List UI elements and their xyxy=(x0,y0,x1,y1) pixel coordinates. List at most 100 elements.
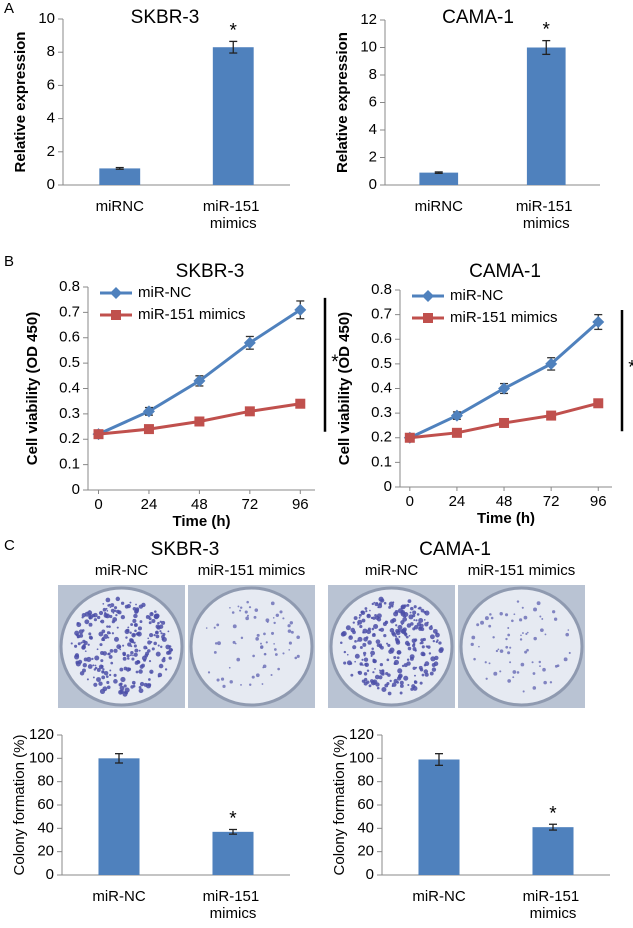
colony xyxy=(361,618,366,623)
colony xyxy=(406,658,410,661)
colony xyxy=(526,631,529,634)
colony xyxy=(108,654,113,659)
colony xyxy=(134,648,139,653)
colony xyxy=(565,632,569,637)
colony xyxy=(363,657,369,662)
colony xyxy=(439,647,444,652)
y-tick-label: 4 xyxy=(369,121,377,138)
colony xyxy=(86,678,89,681)
colony xyxy=(428,652,432,655)
colony xyxy=(84,611,90,617)
colony xyxy=(346,660,352,666)
colony xyxy=(533,607,538,612)
colony xyxy=(516,671,520,674)
colony xyxy=(476,623,480,627)
colony xyxy=(401,623,403,626)
colony xyxy=(105,675,109,678)
y-tick-label: 20 xyxy=(357,843,374,860)
colony xyxy=(408,634,411,637)
colony xyxy=(161,620,166,625)
colony xyxy=(363,672,368,676)
colony xyxy=(129,631,132,634)
colony xyxy=(377,606,380,609)
colony xyxy=(239,609,242,612)
colony xyxy=(94,666,98,670)
y-tick-label: 4 xyxy=(47,110,55,127)
colony xyxy=(251,675,255,679)
colony xyxy=(123,653,126,656)
colony xyxy=(362,651,367,656)
colony xyxy=(116,626,119,629)
marker xyxy=(545,357,558,370)
y-axis-label: Colony formation (%) xyxy=(331,735,348,876)
colony xyxy=(273,621,276,625)
colony xyxy=(429,634,435,640)
colony xyxy=(92,664,95,667)
bar xyxy=(526,47,566,185)
colony xyxy=(357,622,360,625)
colony xyxy=(563,657,568,662)
significance-mark: * xyxy=(230,20,238,41)
colony xyxy=(429,671,434,676)
colony xyxy=(93,618,98,622)
colony xyxy=(261,683,264,685)
colony xyxy=(383,634,387,638)
colony xyxy=(108,673,112,677)
colony xyxy=(364,662,368,667)
colony xyxy=(414,638,418,642)
colony xyxy=(119,667,124,672)
colony xyxy=(87,643,90,646)
colony xyxy=(135,607,140,611)
colony xyxy=(403,604,406,607)
y-tick-label: 40 xyxy=(37,819,54,836)
colony xyxy=(137,626,142,631)
y-tick-label: 80 xyxy=(357,773,374,790)
x-tick-label: miRNC xyxy=(415,198,463,215)
colony xyxy=(406,623,412,628)
colony xyxy=(394,637,399,642)
chart-title: CAMA-1 xyxy=(469,261,541,282)
colony xyxy=(484,661,487,664)
colony xyxy=(340,631,346,637)
colony xyxy=(383,601,387,605)
colony xyxy=(260,642,262,645)
colony xyxy=(516,600,520,603)
colony xyxy=(88,622,93,627)
colony xyxy=(88,632,92,636)
colony xyxy=(396,680,399,684)
colony xyxy=(273,643,275,645)
colony xyxy=(556,664,560,668)
colony xyxy=(106,680,110,684)
colony xyxy=(120,601,125,605)
colony xyxy=(148,678,151,681)
y-tick-label: 100 xyxy=(349,749,374,766)
y-tick-label: 10 xyxy=(38,10,55,27)
colony xyxy=(133,652,138,657)
colony xyxy=(374,668,376,670)
error-bar xyxy=(229,40,238,54)
colony xyxy=(296,654,300,658)
colony xyxy=(101,629,106,634)
colony xyxy=(86,656,92,662)
colony xyxy=(139,681,145,687)
chart-title: CAMA-1 xyxy=(442,7,514,28)
colony xyxy=(70,642,73,645)
colony xyxy=(111,620,115,624)
colony xyxy=(102,651,108,656)
colony xyxy=(103,670,109,676)
y-tick-label: 0 xyxy=(46,866,54,883)
colony xyxy=(533,636,537,641)
colony xyxy=(265,618,270,623)
colony xyxy=(391,617,397,623)
y-tick-label: 20 xyxy=(37,843,54,860)
colony xyxy=(101,637,105,642)
colony xyxy=(526,648,529,652)
colony xyxy=(340,641,343,645)
colony xyxy=(168,647,173,652)
colony xyxy=(438,641,442,645)
colony xyxy=(130,645,133,648)
colony xyxy=(542,667,546,672)
colony xyxy=(531,661,534,664)
y-tick-label: 0.4 xyxy=(59,379,80,396)
